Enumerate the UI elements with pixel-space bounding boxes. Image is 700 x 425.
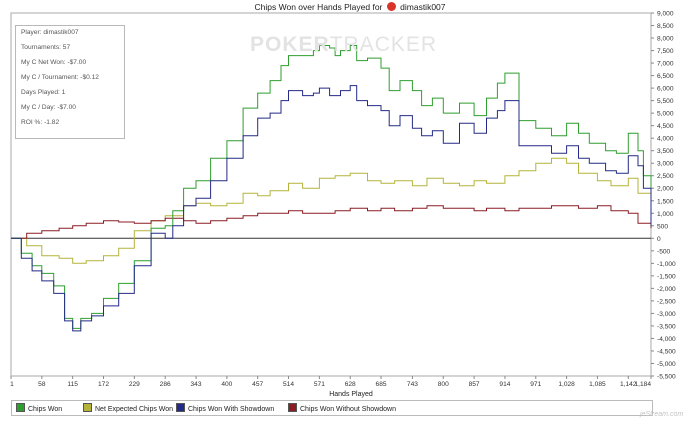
- x-axis-label: Hands Played: [329, 391, 373, 398]
- stats-panel: Player: dimastik007 Tournaments: 57 My C…: [15, 25, 125, 139]
- legend-label-with-showdown: Chips Won With Showdown: [188, 406, 275, 413]
- legend-label-net-expected: Net Expected Chips Won: [95, 406, 174, 413]
- y-tick-label: 1,500: [657, 198, 674, 205]
- y-tick-label: 8,500: [657, 23, 674, 30]
- x-tick-label: 1,085: [589, 381, 606, 388]
- y-tick-label: -3,000: [657, 311, 676, 318]
- x-tick-label: 571: [314, 381, 325, 388]
- y-tick-label: 5,500: [657, 98, 674, 105]
- legend: Chips Won Net Expected Chips Won Chips W…: [11, 400, 653, 416]
- x-tick-label: 115: [67, 381, 78, 388]
- y-tick-label: 500: [657, 223, 668, 230]
- y-tick-label: -1,500: [657, 273, 676, 280]
- y-tick-label: -4,500: [657, 348, 676, 355]
- x-tick-label: 58: [38, 381, 46, 388]
- x-tick-label: 229: [129, 381, 140, 388]
- stat-per-day: My C / Day: -$7.00: [21, 104, 76, 111]
- legend-swatch-with-showdown: [176, 403, 185, 412]
- x-tick-label: 1: [10, 381, 14, 388]
- y-tick-label: -2,500: [657, 298, 676, 305]
- stat-player: Player: dimastik007: [21, 29, 79, 36]
- watermark-part-2: TRACKER: [329, 33, 438, 56]
- y-tick-label: 7,500: [657, 48, 674, 55]
- legend-label-chips-won: Chips Won: [28, 406, 63, 413]
- x-tick-label: 286: [160, 381, 171, 388]
- chart-title: Chips Won over Hands Played for dimastik…: [0, 2, 700, 12]
- x-tick-label: 971: [530, 381, 541, 388]
- y-tick-label: -1,000: [657, 261, 676, 268]
- chart-title-player: dimastik007: [400, 2, 446, 12]
- legend-swatch-chips-won: [16, 403, 25, 412]
- y-tick-label: 5,000: [657, 111, 674, 118]
- legend-item-with-showdown[interactable]: Chips Won With Showdown: [176, 403, 274, 413]
- y-tick-label: -3,500: [657, 323, 676, 330]
- x-tick-label: 514: [283, 381, 294, 388]
- y-tick-label: -2,000: [657, 286, 676, 293]
- series-line-with-showdown: [11, 85, 652, 332]
- x-tick-label: 628: [345, 381, 356, 388]
- stat-net-won: My C Net Won: -$7.00: [21, 59, 87, 66]
- y-tick-label: 0: [657, 236, 661, 243]
- stat-days-played: Days Played: 1: [21, 89, 66, 96]
- series-line-chips-won: [11, 45, 652, 329]
- y-tick-label: -500: [657, 248, 671, 255]
- x-tick-label: 343: [191, 381, 202, 388]
- y-tick-label: -5,500: [657, 374, 676, 381]
- stat-roi: ROI %: -1.82: [21, 119, 60, 126]
- credit-watermark: jeStream.com: [640, 411, 684, 418]
- watermark-part-1: POKER: [250, 33, 330, 56]
- y-tick-label: 2,000: [657, 186, 674, 193]
- legend-swatch-without-showdown: [288, 403, 297, 412]
- y-tick-label: 4,500: [657, 123, 674, 130]
- x-tick-label: 914: [499, 381, 510, 388]
- stat-tournaments: Tournaments: 57: [21, 44, 71, 51]
- x-tick-label: 400: [221, 381, 232, 388]
- y-tick-label: 9,000: [657, 11, 674, 18]
- x-tick-label: 1,142: [620, 381, 637, 388]
- y-tick-label: 1,000: [657, 211, 674, 218]
- y-tick-label: 4,000: [657, 136, 674, 143]
- legend-item-net-expected[interactable]: Net Expected Chips Won: [83, 403, 173, 413]
- legend-item-chips-won[interactable]: Chips Won: [16, 403, 62, 413]
- x-tick-label: 1,184: [634, 381, 651, 388]
- chart-title-text: Chips Won over Hands Played for: [254, 2, 383, 12]
- y-tick-label: 3,500: [657, 148, 674, 155]
- y-tick-label: 3,000: [657, 161, 674, 168]
- x-tick-label: 857: [469, 381, 480, 388]
- y-tick-label: 7,000: [657, 61, 674, 68]
- x-tick-label: 743: [407, 381, 418, 388]
- y-tick-label: -4,000: [657, 336, 676, 343]
- x-tick-label: 172: [98, 381, 109, 388]
- y-tick-label: 6,500: [657, 73, 674, 80]
- x-tick-label: 1,028: [558, 381, 575, 388]
- y-tick-label: 2,500: [657, 173, 674, 180]
- y-tick-label: 6,000: [657, 86, 674, 93]
- series-line-net-expected: [11, 157, 652, 264]
- pokertracker-logo-watermark: POKERTRACKER: [250, 33, 437, 57]
- x-tick-label: 457: [252, 381, 263, 388]
- legend-label-without-showdown: Chips Won Without Showdown: [300, 406, 396, 413]
- y-tick-label: 8,000: [657, 36, 674, 43]
- legend-swatch-net-expected: [83, 403, 92, 412]
- x-tick-label: 800: [438, 381, 449, 388]
- x-tick-label: 685: [376, 381, 387, 388]
- y-tick-label: -5,000: [657, 361, 676, 368]
- series-line-without-showdown: [11, 205, 652, 239]
- player-icon: [386, 2, 396, 11]
- legend-item-without-showdown[interactable]: Chips Won Without Showdown: [288, 403, 396, 413]
- stat-per-tournament: My C / Tournament: -$0.12: [21, 74, 99, 81]
